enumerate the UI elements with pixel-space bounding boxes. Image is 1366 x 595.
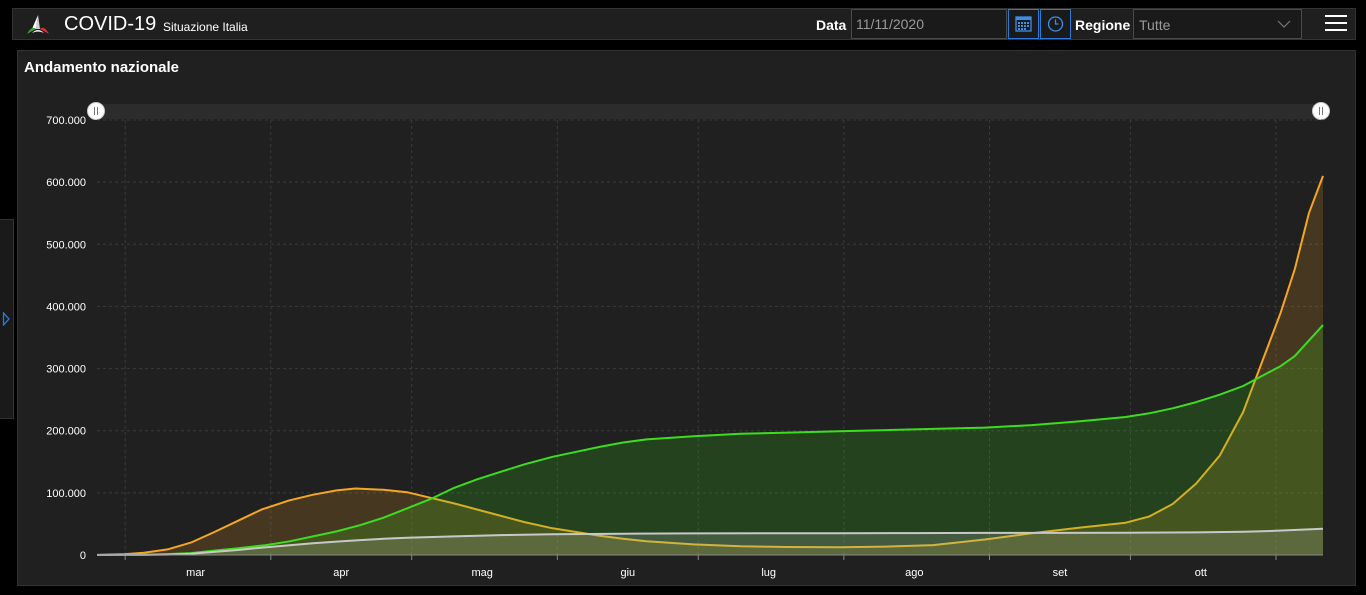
range-handle-left[interactable]: [87, 102, 105, 120]
x-tick-label: lug: [761, 567, 776, 579]
region-select[interactable]: Tutte: [1133, 9, 1302, 39]
y-tick-label: 200.000: [46, 426, 86, 438]
chevron-right-icon: [2, 312, 10, 326]
y-tick-label: 600.000: [46, 177, 86, 189]
date-label: Data: [816, 17, 847, 33]
series-area-0: [97, 175, 1323, 555]
series-line-0: [96, 175, 1324, 556]
x-tick-label: mag: [471, 567, 492, 579]
series-area-1: [97, 325, 1323, 555]
x-tick-label: ott: [1195, 567, 1207, 579]
app-title: COVID-19: [64, 13, 157, 35]
series-line-1: [96, 324, 1324, 556]
calendar-button[interactable]: [1008, 9, 1039, 39]
y-tick-label: 300.000: [46, 364, 86, 376]
x-tick-label: mar: [186, 567, 205, 579]
app-header: COVID-19 Situazione Italia Data Regione …: [12, 8, 1356, 40]
chart-panel: Andamento nazionale 0 100.000 200.000 300.0…: [17, 50, 1356, 586]
y-tick-label: 700.000: [46, 115, 86, 127]
calendar-icon: [1015, 16, 1032, 32]
range-handle-right[interactable]: [1312, 102, 1330, 120]
y-tick-label: 100.000: [46, 488, 86, 500]
series-line-2: [96, 527, 1324, 556]
national-trend-chart: 0 100.000 200.000 300.000 400.000 500.000 600.…: [46, 102, 1330, 579]
clock-icon: [1047, 16, 1064, 32]
x-tick-label: giu: [620, 567, 635, 579]
chevron-down-icon: [1277, 20, 1291, 28]
app-subtitle: Situazione Italia: [163, 20, 248, 34]
range-selector-track: [97, 104, 1323, 119]
x-tick-label: apr: [333, 567, 349, 579]
region-select-value: Tutte: [1139, 17, 1171, 33]
y-tick-label: 0: [80, 550, 86, 562]
region-label: Regione: [1075, 17, 1131, 33]
y-tick-label: 500.000: [46, 239, 86, 251]
hamburger-menu-icon[interactable]: [1325, 15, 1347, 33]
date-input[interactable]: [851, 9, 1007, 39]
series-area-2: [97, 528, 1323, 555]
y-tick-label: 400.000: [46, 301, 86, 313]
italy-tricolor-logo-icon: [27, 15, 49, 34]
time-button[interactable]: [1040, 9, 1071, 39]
x-tick-label: ago: [905, 567, 923, 579]
panel-title: Andamento nazionale: [24, 59, 180, 76]
x-tick-label: set: [1053, 567, 1068, 579]
side-panel-toggle[interactable]: [0, 219, 14, 419]
